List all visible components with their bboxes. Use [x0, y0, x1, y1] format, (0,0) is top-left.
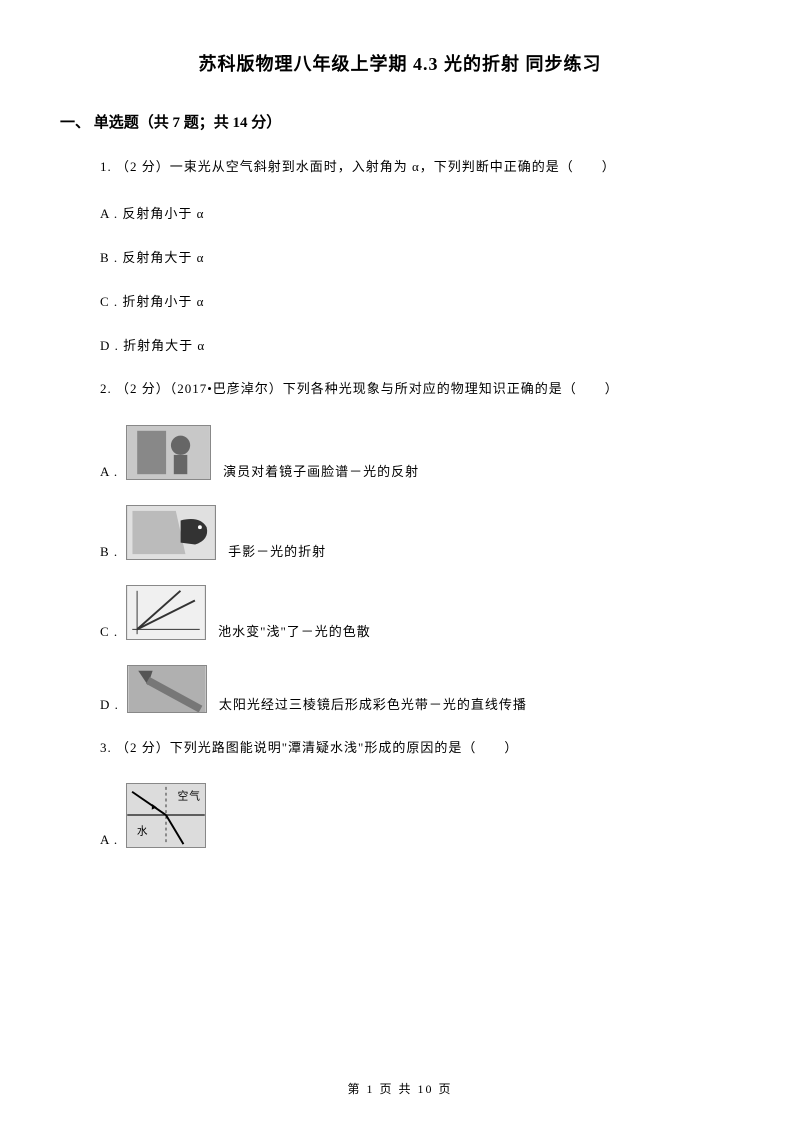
option-image-diagram-a: 空气 水	[126, 783, 206, 848]
option-text: 太阳光经过三棱镜后形成彩色光带－光的直线传播	[219, 694, 527, 713]
option-label: B .	[100, 544, 118, 560]
q1-option-c: C . 折射角小于 α	[100, 291, 740, 310]
option-image-prism	[127, 665, 207, 713]
page-title: 苏科版物理八年级上学期 4.3 光的折射 同步练习	[60, 50, 740, 76]
section-number: 一、	[60, 115, 90, 131]
option-label: D .	[100, 697, 119, 713]
water-label: 水	[137, 826, 149, 838]
q2-option-d: D . 太阳光经过三棱镜后形成彩色光带－光的直线传播	[100, 665, 740, 713]
mirror-sketch-icon	[127, 426, 210, 479]
section-header: 一、 单选题（共 7 题；共 14 分）	[60, 111, 740, 132]
option-text: D . 折射角大于 α	[100, 335, 205, 354]
option-image-pool	[126, 585, 206, 640]
section-label: 单选题（共 7 题；共 14 分）	[94, 115, 282, 131]
q1-option-d: D . 折射角大于 α	[100, 335, 740, 354]
q2-option-c: C . 池水变"浅"了－光的色散	[100, 585, 740, 640]
hand-shadow-icon	[127, 506, 215, 559]
air-label: 空气	[178, 790, 201, 803]
option-text: B . 反射角大于 α	[100, 247, 204, 266]
light-path-diagram-icon: 空气 水	[127, 784, 205, 847]
q2-option-a: A . 演员对着镜子画脸谱－光的反射	[100, 425, 740, 480]
page-footer: 第 1 页 共 10 页	[0, 1080, 800, 1097]
q3-option-a: A . 空气 水	[100, 783, 740, 848]
prism-sketch-icon	[128, 666, 206, 712]
q1-stem: 1. （2 分）一束光从空气斜射到水面时，入射角为 α，下列判断中正确的是（ ）	[100, 157, 740, 178]
refraction-sketch-icon	[127, 586, 205, 639]
option-text: 池水变"浅"了－光的色散	[218, 621, 371, 640]
option-image-shadow	[126, 505, 216, 560]
option-label: A .	[100, 832, 118, 848]
option-text: 演员对着镜子画脸谱－光的反射	[223, 461, 419, 480]
option-label: A .	[100, 464, 118, 480]
option-image-actor	[126, 425, 211, 480]
q2-option-b: B . 手影－光的折射	[100, 505, 740, 560]
option-text: A . 反射角小于 α	[100, 203, 204, 222]
option-text: C . 折射角小于 α	[100, 291, 204, 310]
option-label: C .	[100, 624, 118, 640]
q1-option-b: B . 反射角大于 α	[100, 247, 740, 266]
q2-stem: 2. （2 分）（2017•巴彦淖尔）下列各种光现象与所对应的物理知识正确的是（…	[100, 379, 740, 400]
q1-option-a: A . 反射角小于 α	[100, 203, 740, 222]
q3-stem: 3. （2 分）下列光路图能说明"潭清疑水浅"形成的原因的是（ ）	[100, 738, 740, 759]
option-text: 手影－光的折射	[228, 541, 326, 560]
